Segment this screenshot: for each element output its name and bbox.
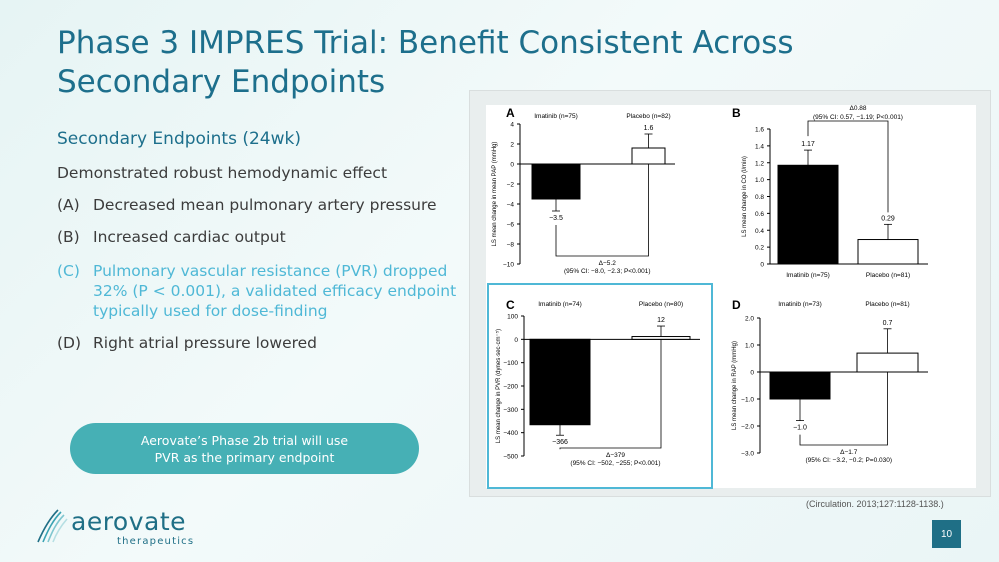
- item-letter: (C): [57, 262, 80, 280]
- confidence-interval-label: (95% CI: 0.57, −1.19; P<0.001): [813, 114, 903, 121]
- item-text: Pulmonary vascular resistance (PVR) drop…: [93, 262, 457, 320]
- y-tick-label: 0: [760, 262, 764, 269]
- intro-text: Demonstrated robust hemodynamic effect: [57, 164, 388, 182]
- y-tick-label: −300: [503, 407, 518, 414]
- logo-tagline: therapeutics: [117, 536, 195, 547]
- y-tick-label: 0: [750, 370, 754, 377]
- difference-bracket: [807, 120, 889, 213]
- placebo-bar: [856, 352, 919, 373]
- logo-wordmark: aerovate: [71, 507, 187, 536]
- category-label: Placebo (n=82): [626, 113, 670, 120]
- imatinib-bar: [531, 163, 581, 200]
- difference-bracket: [799, 372, 888, 446]
- y-tick-label: 2: [510, 142, 514, 149]
- aerovate-logo-icon: [37, 509, 68, 543]
- difference-bracket: [559, 339, 662, 450]
- value-label: 0.29: [881, 215, 895, 222]
- list-item-b: (B) Increased cardiac output: [57, 227, 286, 247]
- category-label: Placebo (n=81): [866, 272, 910, 279]
- page-number: 10: [932, 520, 961, 548]
- y-tick-label: −4: [507, 202, 515, 209]
- value-label: 1.17: [801, 141, 815, 148]
- panel-letter: D: [732, 298, 741, 312]
- y-tick-label: −1.0: [741, 397, 754, 404]
- slide-title: Phase 3 IMPRES Trial: Benefit Consistent…: [57, 25, 794, 100]
- y-axis-label: LS mean change in RAP (mmHg): [732, 341, 738, 430]
- bar-charts: A 4 2 0 −2 −4 −6 −8 −10 LS mean change in mean PA…: [486, 105, 976, 488]
- callout-text: Aerovate’s Phase 2b trial will use PVR a…: [140, 432, 349, 465]
- y-tick-label: 100: [507, 314, 518, 321]
- citation: (Circulation. 2013;127:1128-1138.): [806, 499, 944, 509]
- y-tick-label: 1.0: [745, 343, 754, 350]
- y-tick-label: 2.0: [745, 316, 754, 323]
- category-label: Placebo (n=81): [865, 301, 909, 308]
- pvr-highlight-box: [487, 283, 713, 489]
- value-label: 0.7: [883, 320, 893, 327]
- y-tick-label: 0.2: [755, 245, 764, 252]
- imatinib-bar: [769, 371, 831, 400]
- item-text: Increased cardiac output: [93, 228, 286, 246]
- panel-letter: A: [506, 106, 515, 120]
- value-label: −1.0: [793, 425, 807, 432]
- y-tick-label: −2.0: [741, 424, 754, 431]
- y-tick-label: 0.4: [755, 228, 764, 235]
- value-label: −366: [552, 439, 568, 446]
- y-tick-label: 4: [510, 122, 514, 129]
- imatinib-bar: [777, 164, 839, 265]
- value-label: 12: [657, 317, 665, 324]
- y-axis-label: LS mean change in CO (l/min): [742, 156, 748, 237]
- y-tick-label: 1.2: [755, 160, 764, 167]
- category-label: Imatinib (n=74): [538, 301, 582, 308]
- value-label: 1.6: [644, 125, 654, 132]
- item-letter: (A): [57, 196, 80, 214]
- y-tick-label: 0.8: [755, 194, 764, 201]
- y-tick-label: −10: [503, 262, 514, 269]
- y-tick-label: −100: [503, 360, 518, 367]
- y-tick-label: 1.6: [755, 127, 764, 134]
- item-letter: (D): [57, 334, 82, 352]
- category-label: Imatinib (n=73): [778, 301, 822, 308]
- panel-letter: B: [732, 106, 741, 120]
- y-tick-label: −6: [507, 222, 515, 229]
- item-text: Decreased mean pulmonary artery pressure: [93, 196, 437, 214]
- difference-label: Δ−5.2: [599, 260, 617, 267]
- category-label: Imatinib (n=75): [786, 272, 830, 279]
- placebo-bar: [631, 147, 666, 165]
- list-item-d: (D) Right atrial pressure lowered: [57, 333, 317, 353]
- section-subtitle: Secondary Endpoints (24wk): [57, 129, 302, 149]
- list-item-a: (A) Decreased mean pulmonary artery pres…: [57, 195, 437, 215]
- item-text: Right atrial pressure lowered: [93, 334, 318, 352]
- y-tick-label: 0.6: [755, 211, 764, 218]
- difference-bracket: [555, 164, 649, 257]
- y-axis-label: LS mean change in PVR (dynes·sec·cm⁻⁵): [495, 329, 502, 443]
- value-label: −3.5: [549, 215, 563, 222]
- y-axis-label: LS mean change in mean PAP (mmHg): [492, 142, 498, 247]
- y-tick-label: 0: [514, 337, 518, 344]
- y-tick-label: 0: [510, 162, 514, 169]
- y-tick-label: −500: [503, 454, 518, 461]
- callout-pill: Aerovate’s Phase 2b trial will use PVR a…: [70, 423, 419, 474]
- category-label: Imatinib (n=75): [534, 113, 578, 120]
- item-letter: (B): [57, 228, 80, 246]
- y-tick-label: −8: [507, 242, 515, 249]
- y-tick-label: −3.0: [741, 451, 754, 458]
- y-tick-label: −200: [503, 384, 518, 391]
- confidence-interval-label: (95% CI: −3.2, −0.2; P=0.030): [805, 457, 892, 464]
- difference-label: Δ−379: [606, 452, 625, 459]
- difference-label: Δ0.88: [850, 105, 867, 112]
- y-tick-label: −400: [503, 430, 518, 437]
- placebo-bar: [857, 239, 919, 265]
- confidence-interval-label: (95% CI: −502, −255; P<0.001): [570, 460, 660, 467]
- y-tick-label: 1.4: [755, 143, 764, 150]
- y-tick-label: −2: [507, 182, 515, 189]
- figure-panel: A 4 2 0 −2 −4 −6 −8 −10 LS mean change in mean PA…: [469, 90, 991, 497]
- panel-letter: C: [506, 298, 515, 312]
- confidence-interval-label: (95% CI: −8.0, −2.3; P<0.001): [564, 268, 651, 275]
- list-item-c: (C) Pulmonary vascular resistance (PVR) …: [57, 261, 467, 321]
- difference-label: Δ−1.7: [840, 449, 858, 456]
- category-label: Placebo (n=80): [639, 301, 683, 308]
- y-tick-label: 1.0: [755, 177, 764, 184]
